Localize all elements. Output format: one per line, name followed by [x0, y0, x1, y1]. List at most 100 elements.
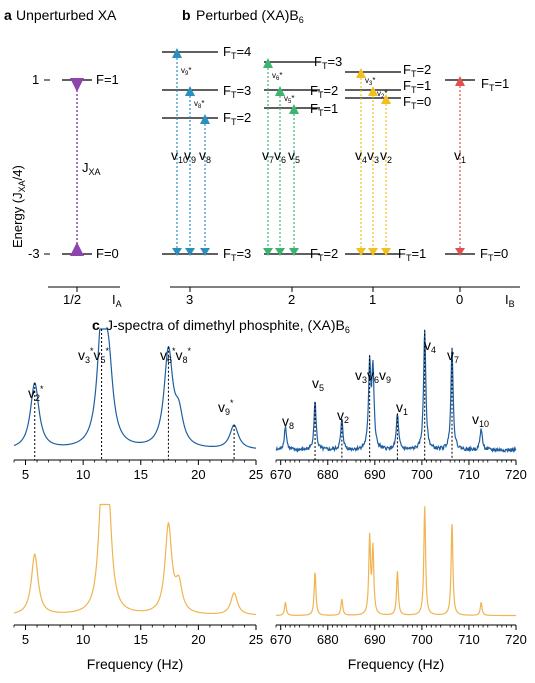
nu-star-label: v8* [194, 99, 204, 110]
x-tick-label: 10 [76, 467, 90, 482]
upper-level-label: FT=4 [223, 44, 251, 61]
arrow-head-top [70, 78, 84, 92]
a-x-tick: 1/2 [63, 292, 81, 307]
nu-label: v9 [184, 147, 196, 165]
arrow-head-up [381, 94, 391, 104]
b-x-label: IB [505, 292, 515, 309]
ytick-minus3: -3 [28, 246, 40, 261]
nu-star-label: v6* [272, 71, 282, 82]
x-tick-label: 710 [458, 467, 480, 482]
nu-star-label: v9* [181, 66, 191, 77]
arrow-head-down [455, 248, 465, 256]
peak-label: v6*v8* [160, 346, 192, 365]
coupling-label: JXA [82, 160, 101, 177]
lower-level-label: FT=2 [310, 246, 338, 263]
x-tick-label: 710 [458, 632, 480, 647]
x-tick-label: 15 [134, 632, 148, 647]
arrow-head-down [381, 248, 391, 256]
x-tick-label: 10 [76, 632, 90, 647]
nu-label: v3 [367, 147, 379, 165]
arrow-head-down [289, 248, 299, 256]
x-tick-label: 25 [249, 632, 263, 647]
panel-b-letter: b [182, 7, 191, 23]
arrow-head-down [275, 248, 285, 256]
level-a-bottom-label: F=0 [96, 246, 119, 261]
a-x-label: IA [112, 292, 122, 309]
arrow-head-down [185, 248, 195, 256]
panel-a: a Unperturbed XA Energy (JXA/4) 1 -3 F=1… [4, 7, 122, 309]
peak-label: v1 [396, 399, 408, 417]
upper-level-label: FT=0 [403, 94, 431, 111]
b-x-tick: 2 [288, 292, 295, 307]
x-tick-label: 5 [22, 467, 29, 482]
arrow-head-down [263, 248, 273, 256]
peak-label: v7 [447, 347, 459, 365]
arrow-head-up [455, 76, 465, 86]
peak-label: v5 [312, 375, 324, 393]
x-tick-label: 700 [411, 467, 433, 482]
x-tick-label: 15 [134, 467, 148, 482]
x-tick-label: 20 [191, 632, 205, 647]
upper-level-label: FT=1 [481, 76, 509, 93]
lower-level-label: FT=3 [223, 246, 251, 263]
peak-label: v2 [337, 407, 349, 425]
nu-label: v1 [454, 147, 466, 165]
level-a-top-label: F=1 [96, 72, 119, 87]
nu-label: v10 [171, 147, 188, 165]
arrow-head-up [356, 68, 366, 78]
peak-label: v10 [472, 411, 489, 429]
peak-label: v4 [424, 337, 436, 355]
spectrum-x-label: Frequency (Hz) [348, 656, 444, 672]
x-tick-label: 700 [411, 632, 433, 647]
nu-label: v4 [355, 147, 367, 165]
x-tick-label: 690 [364, 632, 386, 647]
nu-label: v2 [380, 147, 392, 165]
spectrum-line [275, 330, 517, 454]
x-tick-label: 670 [270, 467, 292, 482]
spectrum-x-label: Frequency (Hz) [87, 656, 183, 672]
spectra: 5 10 15 20 25 670 680 690 700 710 720 5 10 15 20 25 Freq… [13, 328, 527, 672]
upper-level-label: FT=3 [223, 83, 251, 100]
peak-label: v3*v5* [78, 346, 110, 365]
arrow-head-up [368, 86, 378, 96]
lower-level-label: FT=1 [398, 246, 426, 263]
arrow-head-down [356, 248, 366, 256]
upper-level-label: FT=1 [310, 101, 338, 118]
arrow-head-up [200, 114, 210, 124]
x-tick-label: 670 [270, 632, 292, 647]
arrow-head-up [275, 86, 285, 96]
y-axis-label: Energy (JXA/4) [10, 165, 27, 248]
svg-text:Energy (JXA/4): Energy (JXA/4) [10, 165, 27, 248]
upper-level-label: FT=1 [403, 78, 431, 95]
x-tick-label: 690 [364, 467, 386, 482]
spectrum-line [275, 506, 516, 617]
panel-c-letter: c [92, 317, 100, 333]
x-tick-label: 680 [317, 467, 339, 482]
lower-level-label: FT=0 [480, 246, 508, 263]
peak-label: v3v6v9 [355, 367, 391, 385]
panel-c-title: J-spectra of dimethyl phosphite, (XA)B6 [106, 317, 350, 335]
nu-star-label: v3* [365, 76, 375, 87]
ytick-1: 1 [32, 72, 39, 87]
panel-c: c J-spectra of dimethyl phosphite, (XA)B… [13, 317, 527, 672]
nu-label: v8 [199, 147, 211, 165]
x-tick-label: 720 [505, 632, 527, 647]
nu-label: v7 [262, 147, 274, 165]
panel-a-letter: a [4, 7, 12, 23]
nu-star-label: v5* [284, 94, 294, 105]
arrow-head-down [368, 248, 378, 256]
arrow-head-down [200, 248, 210, 256]
x-tick-label: 680 [317, 632, 339, 647]
peak-label: v9* [218, 398, 234, 417]
x-tick-label: 20 [191, 467, 205, 482]
x-tick-label: 5 [22, 632, 29, 647]
peak-label: v2* [28, 384, 44, 403]
arrow-head-up [172, 48, 182, 58]
arrow-head-bottom [70, 242, 84, 256]
upper-level-label: FT=2 [310, 83, 338, 100]
upper-level-label: FT=2 [223, 110, 251, 127]
nu-label: v5 [288, 147, 300, 165]
